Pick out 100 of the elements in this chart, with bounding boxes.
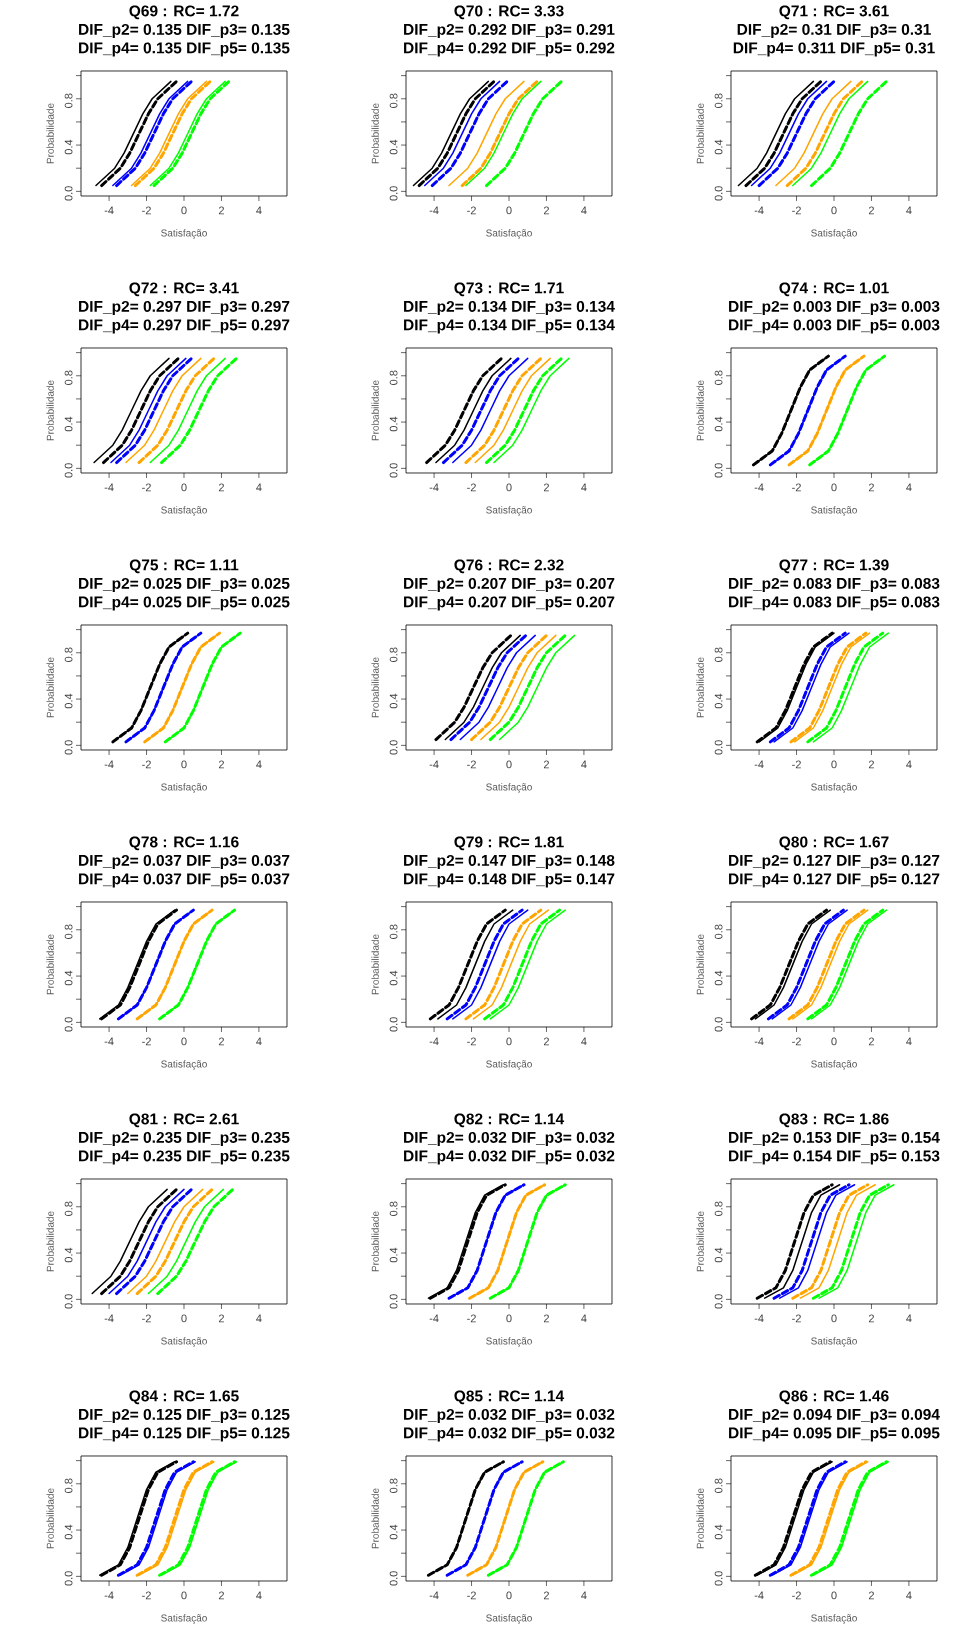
line-series — [464, 908, 543, 1021]
text: DIF_p4= 0.297 DIF_p5= 0.297 — [79, 319, 290, 334]
x-tick-label: -2 — [467, 1037, 476, 1046]
y-tick-label: 0.0 — [64, 1571, 73, 1586]
line-series — [435, 357, 512, 464]
chart-title: Q73 : RC= 1.71 — [454, 282, 564, 297]
x-tick-label: 0 — [506, 483, 512, 492]
x-tick-label: -2 — [142, 206, 151, 215]
x-tick-label: -2 — [792, 1314, 801, 1323]
y-axis-title: Probabilidade — [696, 934, 704, 995]
x-tick-label: 0 — [831, 760, 837, 769]
x-tick-label: -4 — [429, 1314, 439, 1323]
y-axis-title: Probabilidade — [696, 657, 704, 718]
chart-title: Q74 : RC= 1.01 — [779, 282, 889, 297]
x-tick-label: -2 — [792, 206, 801, 215]
y-axis-title: Probabilidade — [696, 380, 704, 441]
chart-subtitle: DIF_p2= 0.292 DIF_p3= 0.291 — [404, 23, 615, 38]
y-tick-label: 0.4 — [389, 693, 398, 709]
line-series — [480, 634, 557, 741]
x-tick-label: 4 — [906, 760, 912, 769]
line-series — [444, 634, 521, 741]
y-axis-title: Probabilidade — [371, 657, 379, 718]
x-tick-label: 0 — [831, 1037, 837, 1046]
x-tick-label: 0 — [506, 760, 512, 769]
chart-subtitle: DIF_p2= 0.032 DIF_p3= 0.032 — [404, 1131, 615, 1146]
x-tick-label: 4 — [581, 1037, 587, 1046]
text: DIF_p4= 0.095 DIF_p5= 0.095 — [729, 1427, 940, 1442]
x-tick-label: -4 — [104, 1591, 114, 1600]
chart-subtitle: DIF_p2= 0.083 DIF_p3= 0.083 — [729, 577, 940, 592]
x-tick-label: 4 — [581, 483, 587, 492]
x-axis-title: Satisfação — [486, 1337, 532, 1347]
chart-subtitle: DIF_p2= 0.31 DIF_p3= 0.31 — [737, 23, 931, 38]
y-tick-label: 0.0 — [714, 1017, 723, 1032]
x-tick-label: -2 — [792, 1591, 801, 1600]
y-axis-title: Probabilidade — [46, 380, 54, 441]
chart-title: Q70 : RC= 3.33 — [454, 5, 564, 20]
x-tick-label: -4 — [754, 760, 764, 769]
y-tick-label: 0.4 — [714, 416, 723, 432]
x-tick-label: -2 — [792, 483, 801, 492]
x-tick-label: -2 — [142, 1037, 151, 1046]
chart-title: Q69 : RC= 1.72 — [129, 5, 239, 20]
chart-title: Q71 : RC= 3.61 — [779, 5, 889, 20]
line-series — [101, 356, 180, 465]
x-tick-label: -4 — [104, 483, 114, 492]
y-axis-title: Probabilidade — [696, 1488, 704, 1549]
chart-subtitle: DIF_p2= 0.235 DIF_p3= 0.235 — [79, 1131, 290, 1146]
x-tick-label: 2 — [868, 1037, 874, 1046]
y-tick-label: 0.4 — [64, 693, 73, 709]
y-tick-label: 0.8 — [389, 1201, 398, 1216]
y-axis-title: Probabilidade — [371, 1488, 379, 1549]
y-tick-label: 0.8 — [64, 1201, 73, 1216]
x-tick-label: 2 — [868, 1314, 874, 1323]
y-tick-label: 0.8 — [64, 924, 73, 939]
x-tick-label: 2 — [218, 1037, 224, 1046]
x-axis-title: Satisfação — [811, 506, 857, 516]
chart-title: Q80 : RC= 1.67 — [779, 836, 889, 851]
chart-subtitle: DIF_p2= 0.147 DIF_p3= 0.148 — [404, 854, 615, 869]
chart-subtitle: DIF_p2= 0.094 DIF_p3= 0.094 — [729, 1408, 940, 1423]
x-tick-label: -2 — [142, 483, 151, 492]
x-tick-label: 0 — [181, 760, 187, 769]
y-tick-label: 0.4 — [714, 1524, 723, 1540]
y-tick-label: 0.0 — [714, 463, 723, 478]
text: DIF_p4= 0.135 DIF_p5= 0.135 — [79, 42, 290, 57]
chart-title: Q86 : RC= 1.46 — [779, 1390, 889, 1405]
line-series — [125, 357, 202, 464]
x-axis-title: Satisfação — [161, 1060, 207, 1070]
y-tick-label: 0.0 — [389, 186, 398, 201]
x-tick-label: -4 — [429, 206, 439, 215]
text: DIF_p4= 0.127 DIF_p5= 0.127 — [729, 873, 940, 888]
x-tick-label: 4 — [906, 206, 912, 215]
line-series — [792, 80, 869, 187]
y-tick-label: 0.0 — [389, 1571, 398, 1586]
x-tick-label: -2 — [467, 206, 476, 215]
x-tick-label: 0 — [181, 206, 187, 215]
x-tick-label: 4 — [906, 1314, 912, 1323]
y-tick-label: 0.8 — [714, 370, 723, 385]
chart-subtitle: DIF_p2= 0.025 DIF_p3= 0.025 — [79, 577, 290, 592]
y-axis-title: Probabilidade — [371, 380, 379, 441]
y-tick-label: 0.0 — [389, 1017, 398, 1032]
chart-subtitle: DIF_p2= 0.032 DIF_p3= 0.032 — [404, 1408, 615, 1423]
x-tick-label: 4 — [256, 1037, 262, 1046]
text: DIF_p4= 0.207 DIF_p5= 0.207 — [404, 596, 615, 611]
x-axis-title: Satisfação — [486, 1060, 532, 1070]
x-axis-title: Satisfação — [811, 229, 857, 239]
x-tick-label: -2 — [467, 760, 476, 769]
x-tick-label: 4 — [906, 483, 912, 492]
line-series — [785, 79, 864, 188]
text: DIF_p4= 0.311 DIF_p5= 0.31 — [733, 42, 935, 57]
y-tick-label: 0.8 — [389, 924, 398, 939]
y-tick-label: 0.0 — [389, 463, 398, 478]
y-axis-title: Probabilidade — [46, 1488, 54, 1549]
y-tick-label: 0.8 — [714, 1201, 723, 1216]
x-axis-title: Satisfação — [486, 1614, 532, 1624]
y-tick-label: 0.8 — [389, 370, 398, 385]
y-tick-label: 0.4 — [64, 1524, 73, 1540]
line-series — [434, 633, 513, 742]
y-tick-label: 0.0 — [389, 740, 398, 755]
y-axis-title: Probabilidade — [46, 103, 54, 164]
text: DIF_p4= 0.032 DIF_p5= 0.032 — [404, 1150, 615, 1165]
y-tick-label: 0.4 — [389, 1247, 398, 1263]
